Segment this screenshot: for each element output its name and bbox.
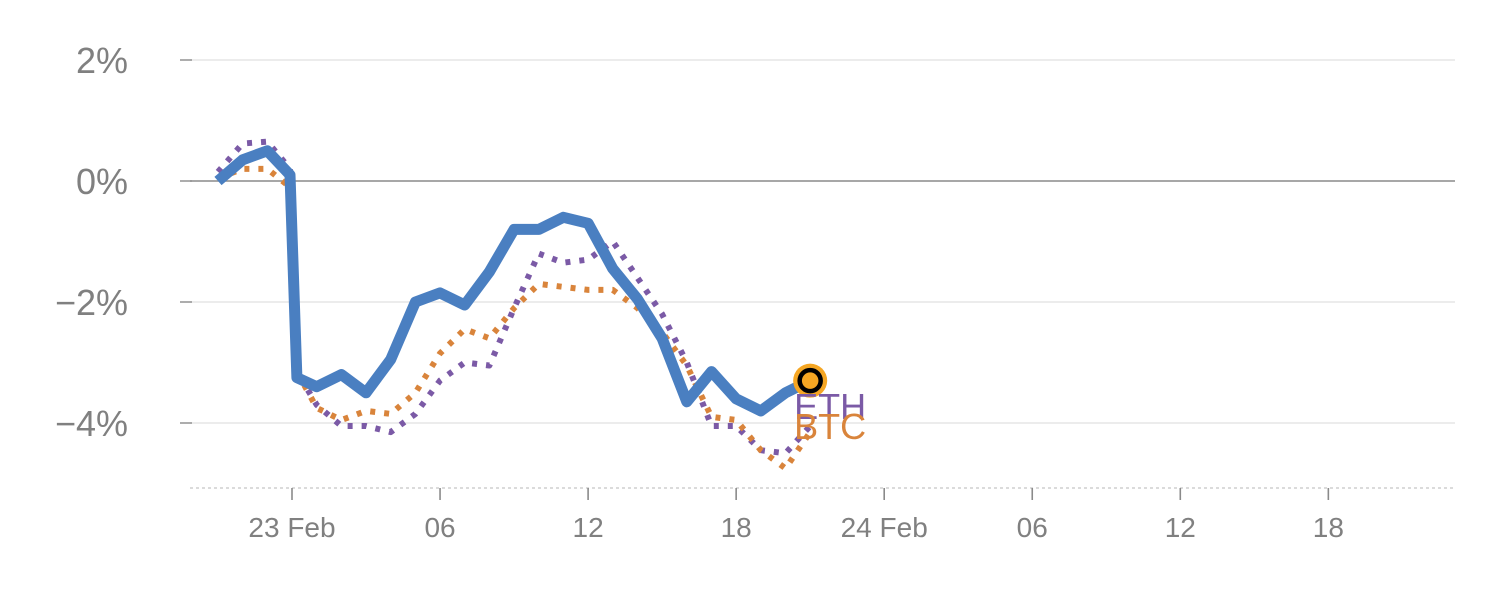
x-tick-label-1: 06 bbox=[424, 512, 455, 543]
series-label-btc: BTC bbox=[794, 406, 866, 447]
y-tick-label-2: −2% bbox=[55, 282, 128, 323]
series-lines bbox=[214, 138, 813, 472]
series-line-eth bbox=[215, 138, 813, 457]
end-marker-dot bbox=[797, 367, 823, 394]
x-tick-label-7: 18 bbox=[1313, 512, 1344, 543]
x-tick-label-0: 23 Feb bbox=[248, 512, 335, 543]
series-line-main bbox=[214, 145, 813, 417]
end-marker bbox=[793, 363, 828, 398]
x-axis: 23 Feb 06 12 18 24 Feb 06 12 18 bbox=[190, 487, 1455, 543]
y-tick-label-0: 2% bbox=[76, 40, 128, 81]
y-tick-label-3: −4% bbox=[55, 403, 128, 444]
series-label-eth: ETH bbox=[794, 386, 866, 427]
x-tick-label-4: 24 Feb bbox=[841, 512, 928, 543]
series-line-btc bbox=[216, 165, 813, 472]
x-tick-label-6: 12 bbox=[1165, 512, 1196, 543]
x-tick-label-2: 12 bbox=[573, 512, 604, 543]
x-tick-label-5: 06 bbox=[1017, 512, 1048, 543]
x-tick-label-3: 18 bbox=[721, 512, 752, 543]
y-axis: 2% 0% −2% −4% bbox=[55, 40, 192, 444]
y-tick-label-1: 0% bbox=[76, 161, 128, 202]
